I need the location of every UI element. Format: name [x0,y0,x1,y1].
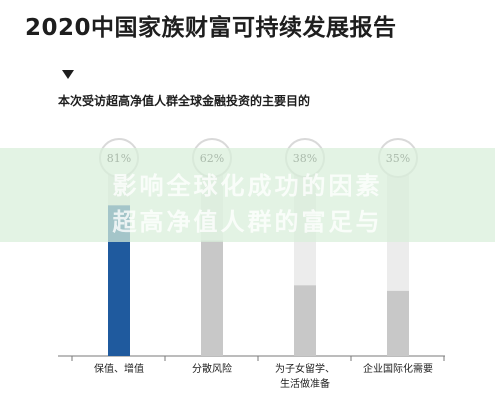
bar [108,205,130,356]
watermark-overlay: 影响全球化成功的因素 超高净值人群的富足与 [0,148,495,242]
bar [201,240,223,356]
triangle-marker-icon [62,70,74,79]
overlay-line-1: 影响全球化成功的因素 [112,172,383,200]
bar [294,285,316,356]
category-label: 保值、增值 [94,362,144,375]
category-label: 生活做准备 [280,377,330,390]
bar [387,290,409,356]
category-label: 企业国际化需要 [363,362,433,375]
report-title: 2020中国家族财富可持续发展报告 [25,15,397,41]
category-label: 分散风险 [192,362,232,375]
chart-subtitle: 本次受访超高净值人群全球金融投资的主要目的 [58,94,311,108]
overlay-line-2: 超高净值人群的富足与 [112,208,383,236]
category-label: 为子女留学、 [275,362,335,375]
